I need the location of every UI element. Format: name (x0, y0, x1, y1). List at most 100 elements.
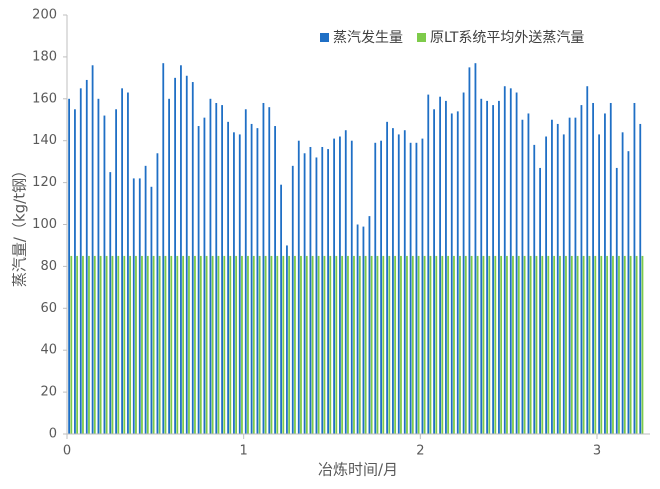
bar (235, 255, 238, 434)
bar (215, 102, 218, 435)
bar (397, 134, 400, 435)
bar (627, 151, 630, 435)
bar (180, 65, 182, 434)
bar (317, 255, 320, 434)
bar (164, 255, 167, 434)
bar (135, 255, 137, 434)
bar (305, 255, 308, 434)
bar (191, 82, 194, 434)
bar (565, 255, 567, 434)
bar (141, 255, 143, 434)
legend-label: 蒸汽发生量 (333, 30, 403, 46)
bar (480, 98, 483, 435)
bar (470, 255, 473, 434)
bar (315, 157, 318, 434)
bar (203, 117, 206, 434)
bar (629, 255, 632, 434)
bar (570, 255, 573, 434)
bar (329, 255, 332, 434)
bar (392, 128, 394, 434)
bar (576, 255, 579, 434)
x-tick-label: 1 (240, 444, 248, 459)
bar (262, 102, 265, 435)
bar (439, 96, 442, 434)
bar (388, 255, 391, 434)
bar (641, 255, 644, 434)
bar (435, 255, 438, 434)
y-axis-title: 蒸汽量/（kg/t钢） (11, 163, 29, 287)
bar (503, 86, 506, 434)
bar (400, 255, 402, 434)
bar (582, 255, 585, 434)
bar (152, 255, 155, 434)
x-tick-label: 3 (593, 444, 601, 459)
bar (150, 186, 153, 434)
bar (633, 102, 636, 435)
bar (468, 67, 471, 434)
y-tick-label: 40 (40, 343, 57, 358)
bar (323, 255, 326, 434)
bar (247, 255, 249, 434)
bar (252, 255, 255, 434)
bar (274, 126, 276, 434)
y-tick-label: 60 (40, 301, 57, 316)
bar (370, 255, 373, 434)
bar (621, 132, 624, 434)
bar (291, 165, 294, 434)
bar (500, 255, 503, 434)
y-tick-label: 160 (32, 91, 57, 106)
bar (604, 113, 606, 434)
x-tick-label: 0 (63, 444, 71, 459)
bar (409, 142, 412, 435)
bar (170, 255, 173, 434)
bar (615, 167, 618, 434)
bar (256, 128, 259, 434)
bar (268, 107, 271, 435)
y-tick-label: 0 (49, 427, 57, 442)
bar (194, 255, 196, 434)
bar (462, 92, 465, 434)
bar (445, 100, 447, 435)
bar (512, 255, 514, 434)
bar (600, 255, 603, 434)
bar (105, 255, 108, 434)
bar (93, 255, 96, 434)
bar (529, 255, 532, 434)
x-tick-label: 2 (416, 444, 424, 459)
bar (294, 255, 296, 434)
bar (523, 255, 526, 434)
bar (258, 255, 261, 434)
bar (70, 255, 73, 434)
bar (79, 88, 82, 434)
bar (441, 255, 444, 434)
bar (138, 178, 141, 434)
bar (111, 255, 114, 434)
bar (311, 255, 314, 434)
bar (406, 255, 408, 434)
bar (423, 255, 426, 434)
bar (356, 224, 359, 434)
bar (492, 105, 495, 435)
bar (494, 255, 497, 434)
bar (488, 255, 491, 434)
bar (115, 109, 117, 435)
bar (229, 255, 232, 434)
bar (182, 255, 185, 434)
bar (286, 245, 288, 434)
bar (97, 98, 100, 435)
bar (486, 100, 488, 435)
bar (197, 126, 200, 434)
bar (223, 255, 226, 434)
bar (344, 130, 347, 434)
y-tick-label: 80 (40, 259, 57, 274)
bar (521, 119, 524, 434)
bar (618, 255, 620, 434)
bar (68, 98, 71, 435)
bar (309, 146, 312, 435)
bar (433, 109, 435, 435)
bar (129, 255, 132, 434)
y-tick-label: 140 (32, 133, 57, 148)
bar (374, 142, 377, 435)
x-axis-title: 冶炼时间/月 (318, 461, 398, 479)
legend-label: 原LT系统平均外送蒸汽量 (430, 30, 584, 46)
